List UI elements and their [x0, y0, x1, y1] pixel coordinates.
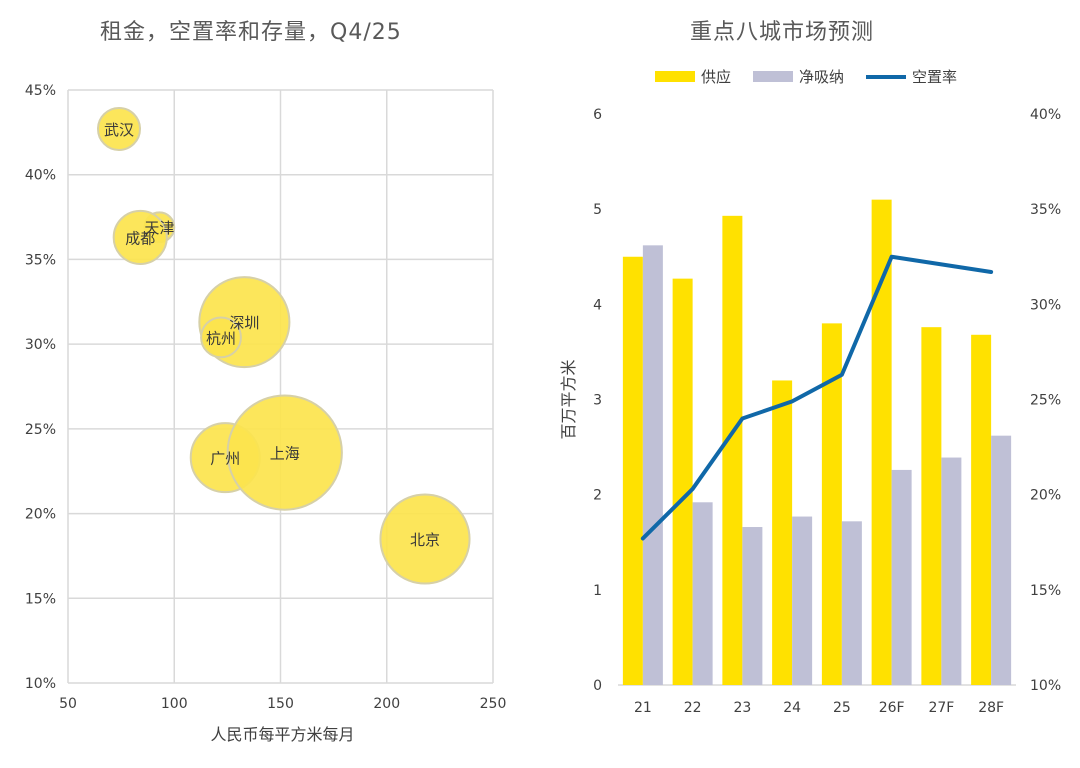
bar-absorption-22 [692, 502, 713, 685]
legend-item-absorption: 净吸纳 [753, 66, 844, 87]
y-tick-label: 3 [593, 393, 602, 409]
legend-item-vacancy: 空置率 [866, 66, 957, 87]
bar-supply-21 [622, 256, 643, 685]
y2-tick-label: 25% [1030, 393, 1061, 409]
y2-tick-label: 35% [1030, 202, 1061, 218]
y2-tick-label: 10% [1030, 678, 1061, 694]
y-tick-label: 35% [25, 252, 56, 268]
x-tick-label: 50 [59, 696, 77, 712]
bar-absorption-21 [642, 245, 663, 685]
y-tick-label: 2 [593, 488, 602, 504]
bubble-label: 武汉 [104, 121, 134, 139]
x-tick-label: 250 [480, 696, 507, 712]
legend: 供应 净吸纳 空置率 [655, 66, 957, 87]
y-axis-title: 百万平方米 [559, 359, 578, 439]
bubble-label: 天津 [144, 219, 174, 237]
bar-supply-24 [772, 380, 793, 685]
x-tick-label: 150 [267, 696, 294, 712]
legend-swatch-supply [655, 71, 695, 82]
legend-swatch-vacancy [866, 74, 907, 79]
y-tick-label: 30% [25, 337, 56, 353]
bar-supply-26F [871, 199, 892, 685]
x-tick-label: 23 [733, 700, 751, 716]
bubble-label: 杭州 [206, 329, 236, 347]
bubble-上海 [226, 394, 343, 511]
bubble-chart: 10% 15% 20% 25% 30% 35% 40% 45% 50 100 150 200 250 人民… [25, 83, 506, 744]
x-tick-label: 200 [373, 696, 400, 712]
right-chart-title: 重点八城市场预测 [690, 20, 875, 45]
x-tick-label: 26F [879, 700, 905, 716]
x-tick-label: 22 [684, 700, 702, 716]
y-tick-label: 15% [25, 591, 56, 607]
bar-supply-28F [971, 334, 992, 685]
legend-label-supply: 供应 [701, 68, 732, 86]
legend-swatch-absorption [753, 71, 794, 82]
bar-absorption-27F [941, 457, 962, 685]
x-tick-label: 25 [833, 700, 851, 716]
y-tick-label: 40% [25, 168, 56, 184]
y-tick-label: 6 [593, 107, 602, 123]
bar-supply-25 [821, 323, 842, 685]
y-tick-label: 25% [25, 422, 56, 438]
bubble-杭州 [200, 316, 242, 359]
y2-tick-label: 20% [1030, 488, 1061, 504]
left-chart-title: 租金，空置率和存量，Q4/25 [100, 20, 402, 45]
x-tick-label: 24 [783, 700, 801, 716]
y-tick-label: 45% [25, 83, 56, 99]
bubble-北京 [379, 493, 471, 585]
bar-supply-27F [921, 327, 942, 685]
y2-tick-label: 15% [1030, 583, 1061, 599]
bar-absorption-25 [841, 521, 862, 685]
legend-item-supply: 供应 [655, 66, 731, 87]
x-tick-label: 27F [928, 700, 954, 716]
y-tick-label: 4 [593, 297, 602, 313]
y-tick-label: 20% [25, 507, 56, 523]
bar-absorption-26F [891, 469, 912, 685]
bubble-label: 深圳 [229, 314, 259, 332]
x-tick-label: 28F [978, 700, 1004, 716]
line-vacancy [640, 254, 994, 541]
y2-tick-label: 40% [1030, 107, 1061, 123]
bubble-label: 广州 [210, 450, 240, 468]
bubble-label: 上海 [270, 445, 300, 463]
x-tick-label: 21 [634, 700, 652, 716]
y-tick-label: 5 [593, 202, 602, 218]
bubble-label: 成都 [125, 229, 155, 247]
y-tick-label: 1 [593, 583, 602, 599]
bubble-label: 北京 [410, 531, 440, 549]
bar-supply-22 [672, 278, 693, 685]
legend-label-absorption: 净吸纳 [799, 68, 845, 86]
y2-tick-label: 30% [1030, 297, 1061, 313]
bar-absorption-28F [991, 435, 1012, 685]
bar-absorption-24 [792, 516, 813, 685]
bar-supply-23 [722, 215, 743, 685]
x-tick-label: 100 [161, 696, 188, 712]
y-tick-label: 10% [25, 676, 56, 692]
legend-label-vacancy: 空置率 [912, 68, 958, 86]
y-tick-label: 0 [593, 678, 602, 694]
bar-absorption-23 [742, 527, 763, 685]
x-axis-title: 人民币每平方米每月 [210, 725, 354, 744]
bubble-成都 [112, 209, 168, 265]
bubble-武汉 [97, 106, 141, 151]
